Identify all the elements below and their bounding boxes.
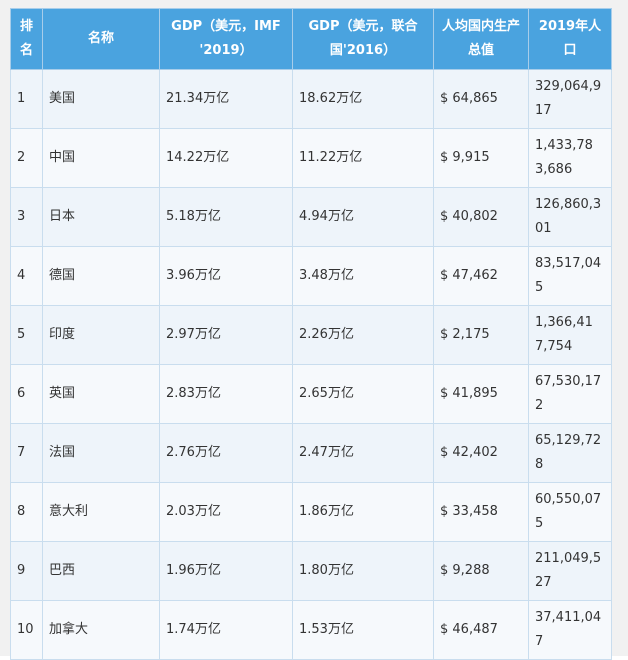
cell-per-capita: $ 46,487 <box>433 600 529 660</box>
cell-gdp-imf: 2.83万亿 <box>159 364 293 424</box>
cell-population: 329,064,917 <box>528 69 612 129</box>
cell-rank: 5 <box>10 305 43 365</box>
cell-gdp-imf: 5.18万亿 <box>159 187 293 247</box>
table-header-row: 排名 名称 GDP（美元，IMF '2019） GDP（美元，联合国'2016）… <box>10 8 612 70</box>
cell-rank: 8 <box>10 482 43 542</box>
cell-gdp-imf: 1.96万亿 <box>159 541 293 601</box>
header-population: 2019年人口 <box>528 8 612 70</box>
cell-per-capita: $ 64,865 <box>433 69 529 129</box>
cell-rank: 6 <box>10 364 43 424</box>
cell-population: 211,049,527 <box>528 541 612 601</box>
table-row: 10 加拿大 1.74万亿 1.53万亿 $ 46,487 37,411,047 <box>10 600 612 660</box>
cell-gdp-un: 3.48万亿 <box>292 246 434 306</box>
cell-name: 日本 <box>42 187 160 247</box>
cell-population: 37,411,047 <box>528 600 612 660</box>
cell-name: 巴西 <box>42 541 160 601</box>
cell-gdp-un: 2.47万亿 <box>292 423 434 483</box>
cell-per-capita: $ 33,458 <box>433 482 529 542</box>
header-gdp-un: GDP（美元，联合国'2016） <box>292 8 434 70</box>
header-gdp-per-capita: 人均国内生产总值 <box>433 8 529 70</box>
cell-population: 1,366,417,754 <box>528 305 612 365</box>
cell-per-capita: $ 9,915 <box>433 128 529 188</box>
cell-per-capita: $ 47,462 <box>433 246 529 306</box>
table-row: 2 中国 14.22万亿 11.22万亿 $ 9,915 1,433,783,6… <box>10 128 612 188</box>
cell-gdp-imf: 2.03万亿 <box>159 482 293 542</box>
table-row: 1 美国 21.34万亿 18.62万亿 $ 64,865 329,064,91… <box>10 69 612 129</box>
cell-gdp-un: 11.22万亿 <box>292 128 434 188</box>
cell-name: 美国 <box>42 69 160 129</box>
cell-per-capita: $ 40,802 <box>433 187 529 247</box>
cell-population: 65,129,728 <box>528 423 612 483</box>
cell-gdp-imf: 2.97万亿 <box>159 305 293 365</box>
cell-per-capita: $ 41,895 <box>433 364 529 424</box>
header-rank: 排名 <box>10 8 43 70</box>
cell-rank: 7 <box>10 423 43 483</box>
cell-name: 意大利 <box>42 482 160 542</box>
cell-gdp-imf: 21.34万亿 <box>159 69 293 129</box>
cell-rank: 2 <box>10 128 43 188</box>
cell-per-capita: $ 9,288 <box>433 541 529 601</box>
cell-gdp-un: 18.62万亿 <box>292 69 434 129</box>
cell-gdp-imf: 1.74万亿 <box>159 600 293 660</box>
cell-gdp-un: 2.65万亿 <box>292 364 434 424</box>
gdp-ranking-table: 排名 名称 GDP（美元，IMF '2019） GDP（美元，联合国'2016）… <box>10 8 612 660</box>
table-row: 5 印度 2.97万亿 2.26万亿 $ 2,175 1,366,417,754 <box>10 305 612 365</box>
table-row: 7 法国 2.76万亿 2.47万亿 $ 42,402 65,129,728 <box>10 423 612 483</box>
table-row: 4 德国 3.96万亿 3.48万亿 $ 47,462 83,517,045 <box>10 246 612 306</box>
cell-rank: 10 <box>10 600 43 660</box>
cell-gdp-un: 4.94万亿 <box>292 187 434 247</box>
cell-gdp-imf: 3.96万亿 <box>159 246 293 306</box>
cell-name: 中国 <box>42 128 160 188</box>
cell-gdp-un: 1.80万亿 <box>292 541 434 601</box>
cell-rank: 4 <box>10 246 43 306</box>
cell-gdp-un: 1.86万亿 <box>292 482 434 542</box>
cell-per-capita: $ 2,175 <box>433 305 529 365</box>
cell-rank: 9 <box>10 541 43 601</box>
cell-gdp-imf: 14.22万亿 <box>159 128 293 188</box>
cell-population: 126,860,301 <box>528 187 612 247</box>
cell-gdp-un: 1.53万亿 <box>292 600 434 660</box>
cell-name: 加拿大 <box>42 600 160 660</box>
cell-population: 83,517,045 <box>528 246 612 306</box>
cell-name: 印度 <box>42 305 160 365</box>
cell-gdp-imf: 2.76万亿 <box>159 423 293 483</box>
cell-population: 60,550,075 <box>528 482 612 542</box>
cell-per-capita: $ 42,402 <box>433 423 529 483</box>
table-row: 6 英国 2.83万亿 2.65万亿 $ 41,895 67,530,172 <box>10 364 612 424</box>
header-gdp-imf: GDP（美元，IMF '2019） <box>159 8 293 70</box>
cell-rank: 1 <box>10 69 43 129</box>
table-row: 8 意大利 2.03万亿 1.86万亿 $ 33,458 60,550,075 <box>10 482 612 542</box>
cell-rank: 3 <box>10 187 43 247</box>
cell-name: 法国 <box>42 423 160 483</box>
cell-name: 德国 <box>42 246 160 306</box>
cell-gdp-un: 2.26万亿 <box>292 305 434 365</box>
cell-population: 67,530,172 <box>528 364 612 424</box>
cell-name: 英国 <box>42 364 160 424</box>
cell-population: 1,433,783,686 <box>528 128 612 188</box>
table-row: 9 巴西 1.96万亿 1.80万亿 $ 9,288 211,049,527 <box>10 541 612 601</box>
header-name: 名称 <box>42 8 160 70</box>
table-row: 3 日本 5.18万亿 4.94万亿 $ 40,802 126,860,301 <box>10 187 612 247</box>
